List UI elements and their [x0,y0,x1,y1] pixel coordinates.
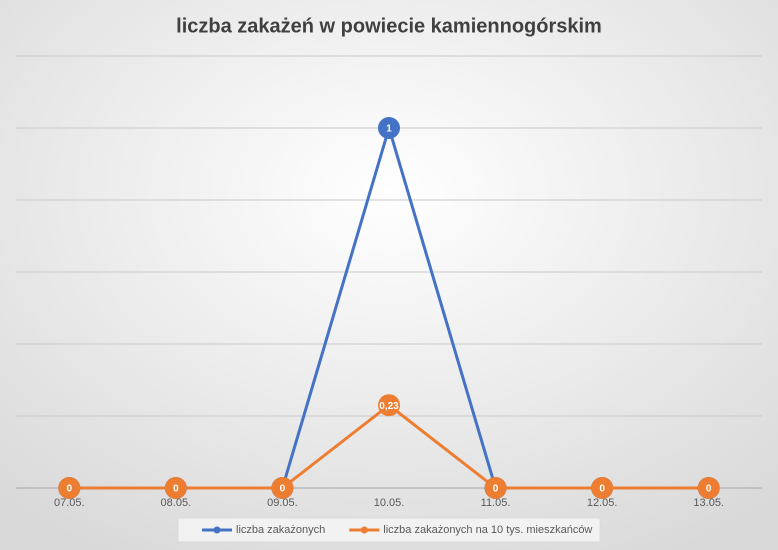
data-point [58,477,81,499]
data-label: 0 [706,484,712,495]
data-point [697,477,720,499]
chart-title: liczba zakażeń w powiecie kamiennogórski… [176,15,602,37]
data-point [164,477,187,499]
x-tick-label: 09.05. [267,497,298,509]
data-label: 0 [67,484,73,495]
data-point [378,117,400,139]
data-label: 1 [386,124,392,135]
x-tick-label: 12.05. [587,497,618,509]
x-tick-label: 08.05. [161,497,192,509]
data-label: 0 [493,484,499,495]
legend-marker [360,526,368,534]
x-tick-label: 13.05. [693,497,724,509]
data-point [484,477,507,499]
data-point [591,477,614,499]
data-point [271,477,294,499]
data-label: 0 [599,484,605,495]
x-tick-label: 10.05. [374,497,405,509]
x-tick-label: 11.05. [481,497,511,509]
x-tick-label: 07.05. [54,497,85,509]
data-point [378,394,400,417]
data-label: 0 [280,484,286,495]
legend-label: liczba zakażonych [236,524,325,536]
legend-marker [213,526,221,534]
legend [177,517,601,543]
legend-label: liczba zakażonych na 10 tys. mieszkańców [383,524,592,536]
data-label: 0,23 [379,401,399,412]
data-label: 0 [173,484,179,495]
